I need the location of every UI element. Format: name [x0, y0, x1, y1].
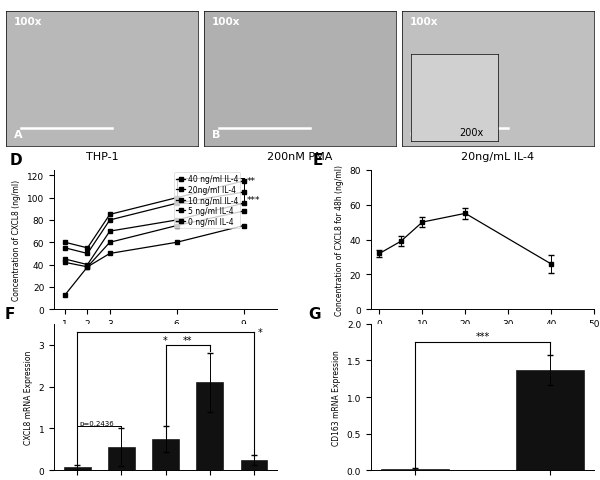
Text: ***: *** — [475, 331, 490, 341]
10 ng/ml IL-4 — [106, 229, 113, 235]
Y-axis label: Concentration of CXCL8 for 48h (ng/ml): Concentration of CXCL8 for 48h (ng/ml) — [335, 165, 344, 315]
Text: 100x: 100x — [410, 17, 438, 27]
Text: ***: *** — [247, 196, 260, 205]
X-axis label: IL-4 treated (ng/ml): IL-4 treated (ng/ml) — [435, 334, 530, 344]
10 ng/ml IL-4 — [240, 201, 247, 207]
40 ng/ml IL-4 — [173, 195, 181, 201]
20ng/ml IL-4 — [106, 217, 113, 223]
Bar — [152, 439, 179, 470]
Text: B: B — [212, 130, 220, 140]
Y-axis label: CXCL8 mRNA Expression: CXCL8 mRNA Expression — [24, 350, 33, 444]
20ng/ml IL-4 — [173, 201, 181, 207]
Text: THP-1: THP-1 — [86, 151, 118, 161]
5 ng/ml IL-4 — [62, 260, 69, 266]
40 ng/ml IL-4 — [84, 245, 91, 251]
0 ng/ml IL-4 — [240, 223, 247, 229]
20ng/ml IL-4 — [84, 251, 91, 257]
40 ng/ml IL-4 — [62, 240, 69, 246]
5 ng/ml IL-4 — [106, 240, 113, 246]
Legend: 40 ng/ml IL-4, 20ng/ml IL-4, 10 ng/ml IL-4, 5 ng/ml IL-4, 0 ng/ml IL-4: 40 ng/ml IL-4, 20ng/ml IL-4, 10 ng/ml IL… — [174, 173, 241, 228]
Text: 100x: 100x — [14, 17, 42, 27]
0 ng/ml IL-4 — [62, 292, 69, 298]
5 ng/ml IL-4 — [173, 223, 181, 229]
Text: A: A — [14, 130, 22, 140]
Y-axis label: Concentration of CXCL8 (ng/ml): Concentration of CXCL8 (ng/ml) — [13, 180, 22, 300]
Bar — [108, 447, 135, 470]
Text: **: ** — [183, 335, 193, 345]
0 ng/ml IL-4 — [173, 240, 181, 246]
10 ng/ml IL-4 — [173, 217, 181, 223]
40 ng/ml IL-4 — [240, 179, 247, 184]
Text: C: C — [410, 130, 418, 140]
X-axis label: DAYS: DAYS — [153, 334, 178, 344]
Bar — [64, 468, 91, 470]
0 ng/ml IL-4 — [106, 251, 113, 257]
0 ng/ml IL-4 — [84, 264, 91, 270]
Text: *: * — [258, 327, 263, 337]
Text: 100x: 100x — [212, 17, 240, 27]
Text: D: D — [10, 153, 22, 168]
Bar — [516, 370, 584, 470]
20ng/ml IL-4 — [240, 190, 247, 195]
Text: p=0.2436: p=0.2436 — [80, 420, 115, 426]
Text: 200nM PMA: 200nM PMA — [268, 151, 332, 161]
Text: *: * — [163, 335, 168, 345]
Y-axis label: CD163 mRNA Expression: CD163 mRNA Expression — [332, 349, 341, 445]
Text: 20ng/mL IL-4: 20ng/mL IL-4 — [461, 151, 535, 161]
Text: F: F — [5, 306, 15, 321]
Text: G: G — [308, 306, 321, 321]
Text: **: ** — [247, 177, 256, 186]
Line: 40 ng/ml IL-4: 40 ng/ml IL-4 — [64, 180, 245, 250]
Line: 0 ng/ml IL-4: 0 ng/ml IL-4 — [64, 224, 245, 297]
5 ng/ml IL-4 — [84, 264, 91, 270]
5 ng/ml IL-4 — [240, 209, 247, 215]
Text: 200x: 200x — [459, 127, 483, 137]
Line: 10 ng/ml IL-4: 10 ng/ml IL-4 — [64, 202, 245, 267]
Text: E: E — [313, 153, 323, 168]
Line: 20ng/ml IL-4: 20ng/ml IL-4 — [64, 191, 245, 256]
40 ng/ml IL-4 — [106, 212, 113, 218]
20ng/ml IL-4 — [62, 245, 69, 251]
Bar — [241, 460, 267, 470]
Bar — [381, 469, 449, 470]
10 ng/ml IL-4 — [84, 262, 91, 268]
Line: 5 ng/ml IL-4: 5 ng/ml IL-4 — [64, 210, 245, 269]
10 ng/ml IL-4 — [62, 257, 69, 263]
Bar — [196, 383, 223, 470]
